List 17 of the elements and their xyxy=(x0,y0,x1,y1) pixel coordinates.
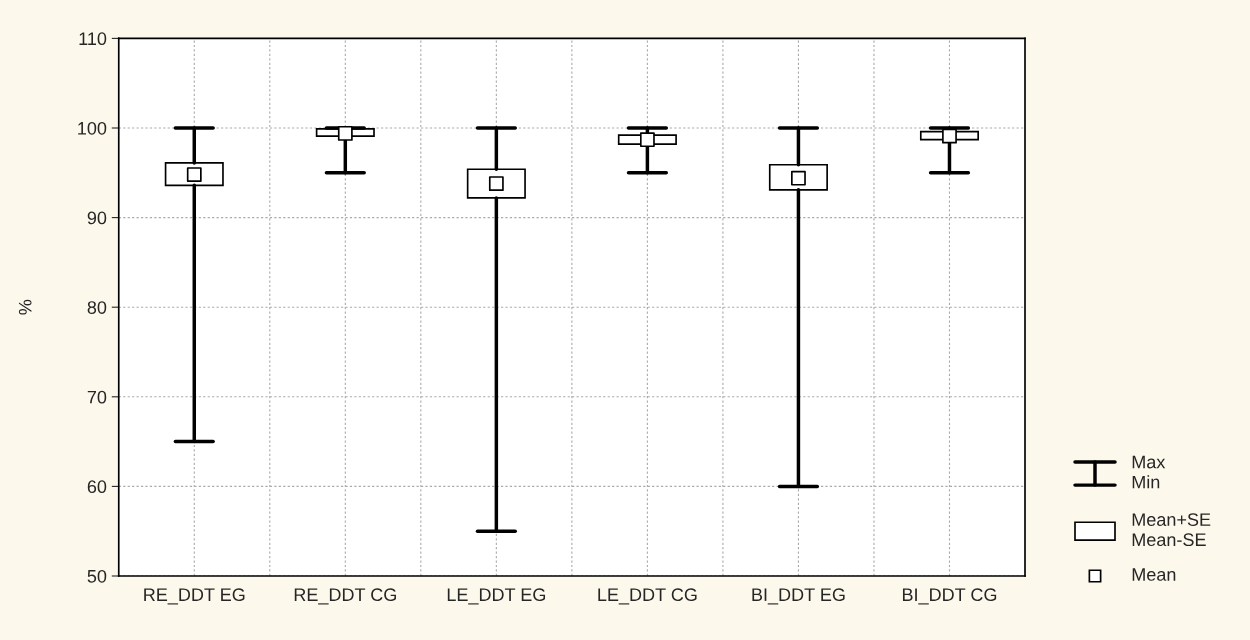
text: Max Min xyxy=(1132,455,1166,489)
y-tick-label: 110 xyxy=(79,32,107,46)
y-axis-title: % xyxy=(18,299,32,315)
x-tick-label: LE_DDT EG xyxy=(447,588,546,605)
x-tick-label: BI_DDT CG xyxy=(902,588,997,605)
y-tick-label: 80 xyxy=(87,301,107,314)
x-tick-label: RE_DDT CG xyxy=(294,588,396,605)
x-tick-label: RE_DDT EG xyxy=(144,588,245,605)
text: Mean xyxy=(1132,568,1176,581)
x-tick-label: LE_DDT CG xyxy=(598,588,697,605)
text: Mean+SE Mean-SE xyxy=(1132,513,1211,547)
y-tick-label: 70 xyxy=(87,390,107,404)
x-tick-label: BI_DDT EG xyxy=(752,588,845,605)
y-tick-label: 60 xyxy=(87,480,107,494)
y-tick-label: 90 xyxy=(87,211,107,225)
y-tick-label: 50 xyxy=(87,569,107,583)
y-tick-label: 100 xyxy=(78,121,107,135)
